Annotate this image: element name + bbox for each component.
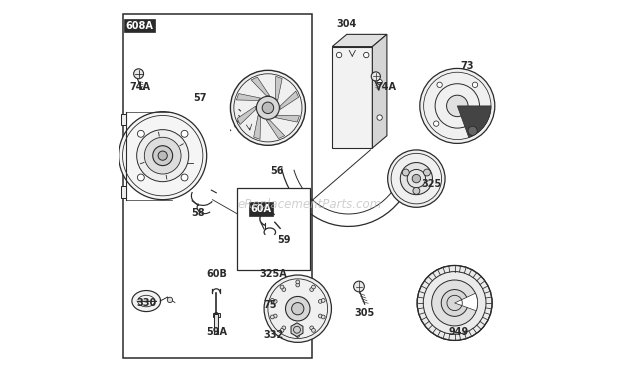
Circle shape	[270, 298, 274, 302]
Circle shape	[310, 288, 314, 291]
Circle shape	[167, 297, 172, 303]
Text: 949: 949	[448, 327, 469, 337]
Circle shape	[273, 300, 277, 303]
Circle shape	[153, 146, 172, 166]
Polygon shape	[254, 115, 260, 139]
Text: 325: 325	[421, 179, 441, 189]
Circle shape	[321, 315, 325, 319]
Circle shape	[377, 115, 383, 120]
Circle shape	[291, 303, 304, 315]
Text: 60A: 60A	[250, 204, 272, 214]
Circle shape	[472, 82, 477, 88]
Text: 332: 332	[264, 331, 283, 341]
Circle shape	[280, 285, 284, 289]
Circle shape	[353, 281, 365, 292]
Text: 56: 56	[270, 166, 283, 176]
Wedge shape	[458, 106, 491, 137]
Text: 60B: 60B	[206, 269, 227, 279]
Circle shape	[136, 130, 188, 182]
Polygon shape	[251, 77, 270, 96]
Polygon shape	[373, 34, 387, 148]
Bar	[215, 314, 218, 334]
Text: 330: 330	[136, 298, 156, 308]
Circle shape	[158, 151, 167, 160]
Circle shape	[441, 290, 468, 316]
Wedge shape	[454, 293, 477, 311]
Circle shape	[286, 296, 310, 321]
Circle shape	[401, 162, 432, 195]
Circle shape	[296, 280, 299, 284]
Polygon shape	[275, 115, 299, 122]
Text: 58: 58	[192, 208, 205, 218]
Circle shape	[296, 283, 299, 287]
Circle shape	[388, 150, 445, 207]
Circle shape	[282, 326, 286, 330]
Text: 73: 73	[461, 61, 474, 71]
Bar	[213, 313, 219, 317]
Circle shape	[337, 52, 342, 58]
Circle shape	[433, 121, 439, 126]
Circle shape	[138, 130, 144, 137]
Circle shape	[420, 68, 495, 143]
Circle shape	[231, 70, 306, 145]
Circle shape	[363, 52, 369, 58]
Circle shape	[296, 334, 299, 338]
Circle shape	[319, 314, 322, 318]
Circle shape	[413, 187, 420, 194]
Polygon shape	[280, 91, 299, 109]
Polygon shape	[332, 34, 387, 46]
Circle shape	[321, 298, 325, 302]
Circle shape	[257, 96, 280, 119]
Circle shape	[412, 174, 420, 183]
Circle shape	[371, 72, 381, 81]
Circle shape	[377, 79, 383, 85]
Circle shape	[310, 326, 314, 330]
Circle shape	[280, 328, 284, 332]
Text: 59: 59	[278, 235, 291, 245]
Circle shape	[402, 169, 409, 176]
Circle shape	[144, 137, 181, 174]
Polygon shape	[266, 120, 285, 139]
Circle shape	[181, 130, 188, 137]
Text: 59A: 59A	[206, 327, 227, 337]
Text: eReplacementParts.com: eReplacementParts.com	[238, 198, 382, 211]
Text: 305: 305	[355, 308, 375, 318]
Text: 74A: 74A	[130, 82, 151, 92]
Circle shape	[319, 300, 322, 303]
Circle shape	[138, 174, 144, 181]
Circle shape	[296, 331, 299, 334]
Polygon shape	[121, 114, 126, 125]
Circle shape	[468, 126, 477, 136]
Circle shape	[446, 95, 468, 117]
Bar	[123, 14, 312, 358]
Circle shape	[282, 288, 286, 291]
Bar	[237, 188, 310, 270]
Circle shape	[181, 174, 188, 181]
Text: 304: 304	[336, 20, 356, 30]
Circle shape	[134, 69, 144, 79]
Circle shape	[417, 265, 492, 341]
Circle shape	[432, 280, 477, 326]
Circle shape	[423, 169, 430, 176]
Circle shape	[262, 102, 273, 114]
Text: 74A: 74A	[375, 82, 396, 92]
Circle shape	[312, 285, 316, 289]
Polygon shape	[332, 46, 373, 148]
Text: 325A: 325A	[260, 269, 287, 279]
Circle shape	[264, 275, 332, 343]
Text: 608A: 608A	[126, 21, 154, 31]
Circle shape	[437, 82, 442, 88]
Text: 75: 75	[264, 300, 277, 310]
Polygon shape	[236, 94, 260, 101]
Circle shape	[312, 328, 316, 332]
Circle shape	[118, 112, 206, 200]
Polygon shape	[291, 323, 303, 337]
Polygon shape	[237, 106, 256, 124]
Text: 57: 57	[193, 93, 207, 103]
Ellipse shape	[132, 291, 161, 311]
Circle shape	[273, 314, 277, 318]
Polygon shape	[121, 186, 126, 198]
Polygon shape	[275, 76, 282, 101]
Circle shape	[270, 315, 274, 319]
